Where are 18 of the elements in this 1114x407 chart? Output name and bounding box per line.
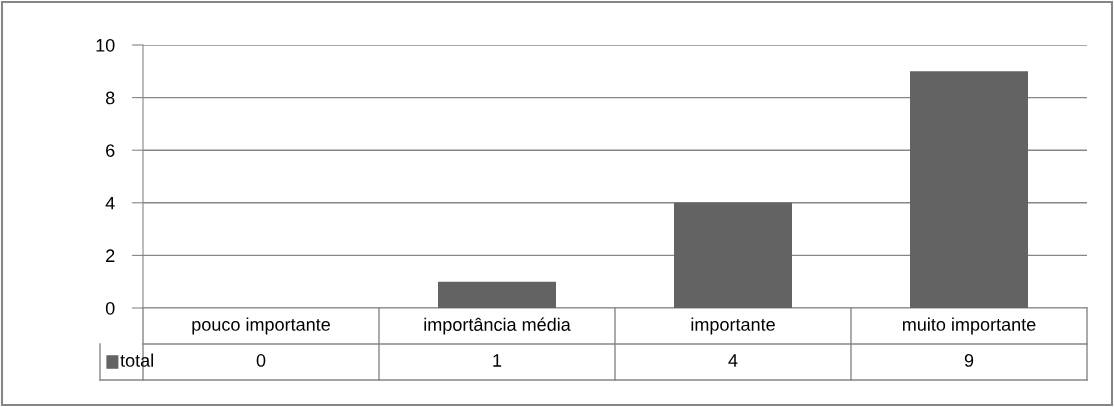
y-tick-label: 10: [96, 38, 115, 52]
y-tick-label: 8: [105, 91, 115, 105]
x-tick-label: importante: [691, 317, 775, 335]
data-label: 9: [964, 354, 974, 367]
y-tick-label: 4: [105, 196, 115, 210]
bar: [438, 281, 556, 308]
y-tick-label: 0: [105, 301, 115, 315]
bar: [674, 202, 792, 308]
bar: [910, 71, 1028, 308]
y-tick-label: 6: [106, 144, 115, 157]
data-label: 0: [256, 354, 266, 367]
legend-label: total: [120, 353, 153, 367]
x-tick-label: muito importante: [902, 317, 1036, 335]
x-tick-label: pouco importante: [192, 317, 330, 335]
y-tick-label: 2: [106, 249, 115, 262]
data-label: 4: [728, 354, 738, 367]
data-label: 1: [493, 354, 502, 367]
x-tick-label: importância média: [424, 317, 571, 335]
